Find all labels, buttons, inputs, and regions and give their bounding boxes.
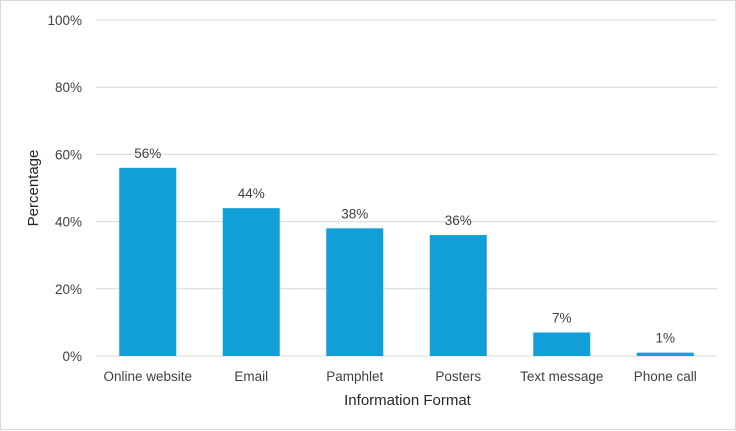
- x-axis-title: Information Format: [344, 392, 472, 409]
- x-tick-label: Email: [234, 369, 268, 384]
- data-label: 38%: [341, 206, 368, 221]
- x-tick-label: Pamphlet: [326, 369, 383, 384]
- bar: [119, 167, 177, 356]
- data-label: 44%: [238, 186, 265, 201]
- x-axis-ticks: Online website Email Pamphlet Posters Text m…: [103, 369, 696, 384]
- y-tick-label: 0%: [62, 349, 82, 364]
- x-tick-label: Online website: [103, 369, 192, 384]
- bar: [429, 235, 487, 356]
- data-labels: 56% 44% 38% 36% 7% 1%: [134, 146, 675, 346]
- y-tick-label: 20%: [55, 282, 82, 297]
- bar: [326, 228, 384, 356]
- y-tick-label: 100%: [47, 13, 82, 28]
- data-label: 7%: [552, 310, 572, 325]
- y-axis-ticks: 0% 20% 40% 60% 80% 100%: [47, 13, 82, 364]
- x-tick-label: Phone call: [634, 369, 697, 384]
- gridlines: [96, 19, 717, 357]
- data-label: 1%: [655, 331, 675, 346]
- bar: [533, 332, 591, 356]
- y-tick-label: 40%: [55, 215, 82, 230]
- y-axis-title: Percentage: [25, 150, 42, 227]
- y-tick-label: 60%: [55, 147, 82, 162]
- y-tick-label: 80%: [55, 80, 82, 95]
- bar: [636, 352, 694, 356]
- data-label: 56%: [134, 146, 161, 161]
- data-label: 36%: [445, 213, 472, 228]
- bars: [119, 167, 694, 356]
- x-tick-label: Posters: [435, 369, 481, 384]
- x-tick-label: Text message: [520, 369, 603, 384]
- bar: [222, 208, 280, 356]
